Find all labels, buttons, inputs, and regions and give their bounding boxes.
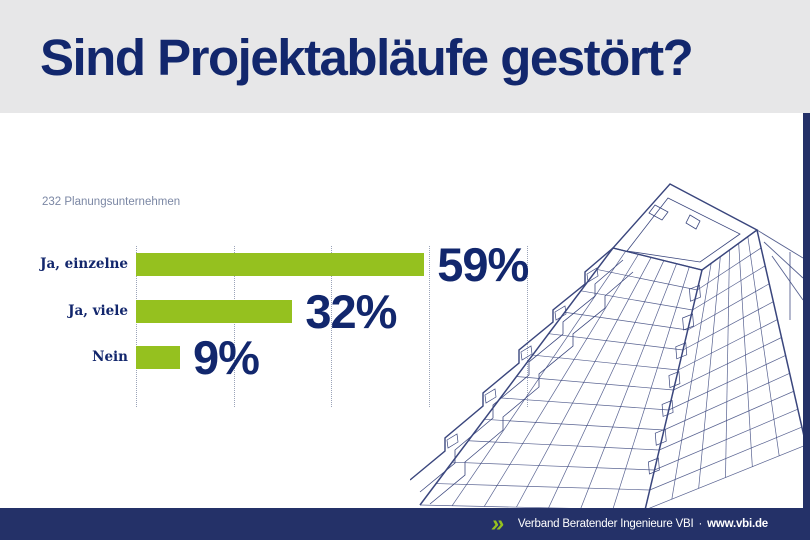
chart-gridline — [331, 246, 333, 407]
category-label: Nein — [92, 349, 128, 365]
category-label: Ja, viele — [68, 302, 128, 319]
chart-gridline — [526, 246, 528, 407]
bar-row: 32% — [136, 284, 397, 338]
bar — [136, 253, 425, 276]
chart-gridline — [429, 246, 431, 407]
footer-website-link[interactable]: www.vbi.de — [707, 518, 768, 530]
page-title: Sind Projektabläufe gestört? — [40, 29, 694, 86]
footer-separator: · — [698, 518, 703, 530]
chart-gridline — [233, 246, 235, 407]
wireframe-building-illustration — [410, 183, 803, 508]
right-accent-stripe — [803, 113, 810, 508]
bar-row: 9% — [136, 331, 260, 384]
bar-value-label: 32% — [305, 284, 397, 338]
footer-org-text: Verband Beratender Ingenieure VBI — [517, 518, 694, 530]
bar — [136, 299, 293, 323]
header-band: Sind Projektabläufe gestört? — [0, 0, 810, 113]
category-label: Ja, einzelne — [40, 256, 128, 272]
bar-value-label: 9% — [192, 331, 260, 384]
bar — [136, 346, 180, 369]
chart-gridline — [136, 246, 137, 407]
sample-size-note: 232 Planungsunternehmen — [42, 196, 181, 208]
footer-bar: » Verband Beratender Ingenieure VBI · ww… — [0, 508, 810, 540]
double-chevron-icon: » — [491, 509, 504, 536]
